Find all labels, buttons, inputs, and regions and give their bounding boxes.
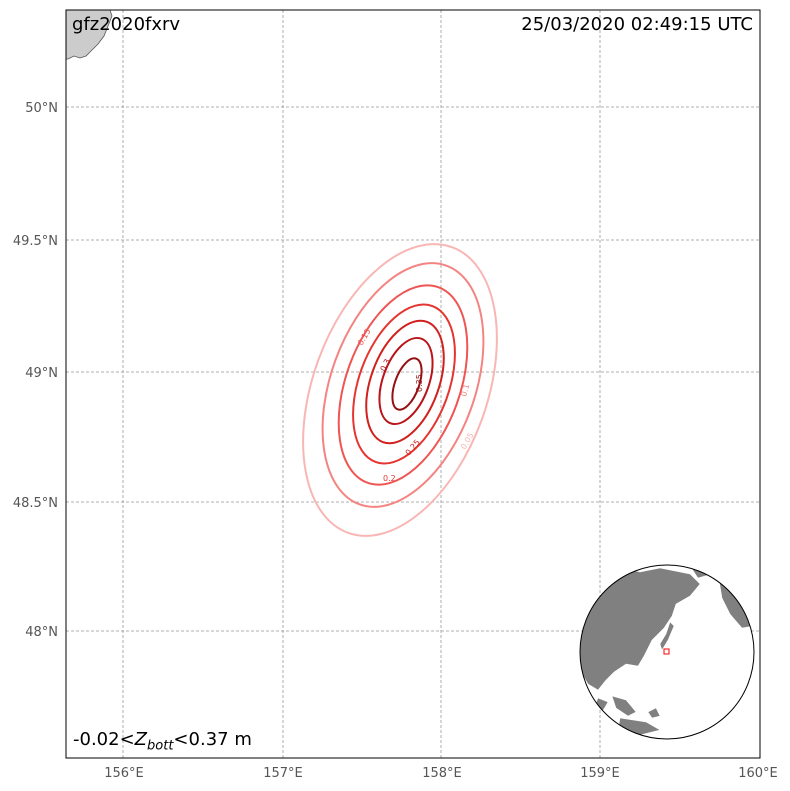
inset-land [611, 695, 637, 717]
lat-tick-label: 48°N [25, 625, 58, 640]
inset-globe [579, 564, 755, 740]
lon-axis: 156°E 157°E 158°E 159°E 160°E [104, 766, 778, 781]
event-timestamp: 25/03/2020 02:49:15 UTC [521, 14, 753, 35]
contour-0-35 [391, 357, 423, 411]
inset-land [659, 621, 675, 651]
lon-tick-label: 160°E [738, 766, 778, 781]
lon-tick-label: 157°E [263, 766, 303, 781]
event-id: gfz2020fxrv [72, 14, 181, 35]
contour-group [302, 243, 498, 537]
contour-0-2 [352, 303, 456, 465]
lat-axis: 50°N 49.5°N 49°N 48.5°N 48°N [13, 101, 58, 640]
map-panel: 0.05 0.1 0.15 0.2 0.25 0.3 0.35 [65, 9, 761, 759]
contour-0-05 [302, 243, 498, 537]
range-min: -0.02 [73, 729, 120, 750]
lon-tick-label: 158°E [422, 766, 462, 781]
value-range-label: -0.02<Zbott<0.37 m [73, 729, 252, 754]
contour-0-15 [337, 284, 469, 486]
inset-land [647, 707, 661, 719]
contour-label: 0.1 [459, 383, 471, 398]
graticule [66, 10, 760, 758]
lon-tick-label: 156°E [104, 766, 144, 781]
land-coast [65, 9, 113, 60]
range-max: 0.37 m [188, 729, 252, 750]
inset-location-marker [663, 648, 670, 655]
range-variable: Z [134, 729, 148, 750]
range-variable-sub: bott [147, 738, 174, 754]
lat-tick-label: 50°N [25, 101, 58, 116]
contour-label: 0.35 [415, 374, 424, 392]
lat-tick-label: 48.5°N [13, 496, 58, 511]
contour-label: 0.2 [383, 474, 396, 483]
lat-tick-label: 49.5°N [13, 234, 58, 249]
contour-0-3 [378, 336, 434, 426]
lon-tick-label: 159°E [580, 766, 620, 781]
inset-land [580, 565, 701, 691]
contour-0-25 [365, 319, 445, 445]
lat-tick-label: 49°N [25, 366, 58, 381]
contour-0-1 [321, 262, 485, 508]
